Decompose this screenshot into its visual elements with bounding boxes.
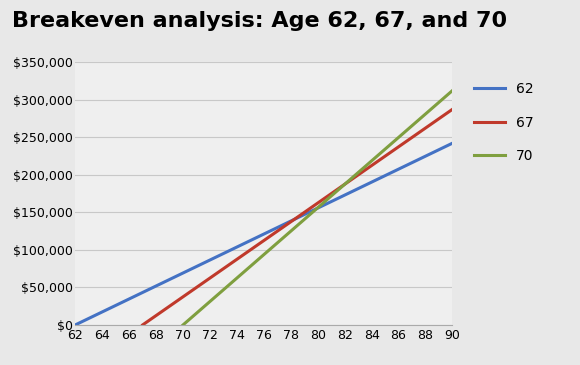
70 bbox=[247, 264, 254, 269]
67 bbox=[449, 107, 456, 112]
67 bbox=[139, 323, 146, 327]
67 bbox=[287, 220, 294, 224]
67 bbox=[260, 238, 267, 243]
70 bbox=[395, 135, 402, 140]
67 bbox=[206, 276, 213, 280]
70 bbox=[287, 229, 294, 233]
62 bbox=[408, 161, 415, 165]
67 bbox=[234, 257, 241, 261]
62 bbox=[85, 316, 92, 320]
70 bbox=[382, 147, 389, 151]
62 bbox=[395, 167, 402, 171]
62 bbox=[328, 199, 335, 204]
62 bbox=[449, 141, 456, 145]
70 bbox=[301, 217, 308, 222]
Legend: 62, 67, 70: 62, 67, 70 bbox=[474, 82, 534, 163]
Line: 70: 70 bbox=[183, 91, 452, 325]
Line: 67: 67 bbox=[143, 110, 452, 325]
62 bbox=[72, 323, 79, 327]
67 bbox=[274, 229, 281, 233]
62 bbox=[234, 245, 241, 249]
67 bbox=[354, 173, 362, 177]
67 bbox=[193, 285, 200, 289]
70 bbox=[260, 252, 267, 257]
67 bbox=[247, 248, 254, 252]
62 bbox=[436, 147, 443, 152]
62 bbox=[382, 173, 389, 178]
70 bbox=[449, 88, 456, 93]
62 bbox=[180, 271, 187, 275]
70 bbox=[341, 182, 348, 187]
70 bbox=[220, 288, 227, 292]
62 bbox=[206, 258, 213, 262]
62 bbox=[354, 187, 362, 191]
70 bbox=[408, 123, 415, 128]
67 bbox=[328, 192, 335, 196]
70 bbox=[180, 323, 187, 327]
62 bbox=[113, 303, 119, 308]
67 bbox=[408, 135, 415, 140]
70 bbox=[314, 205, 321, 210]
62 bbox=[193, 264, 200, 269]
62 bbox=[153, 284, 160, 288]
67 bbox=[341, 182, 348, 187]
62 bbox=[220, 251, 227, 255]
67 bbox=[220, 266, 227, 271]
70 bbox=[328, 194, 335, 198]
Line: 62: 62 bbox=[75, 143, 452, 325]
62 bbox=[368, 180, 375, 184]
62 bbox=[287, 219, 294, 223]
67 bbox=[382, 154, 389, 158]
67 bbox=[166, 304, 173, 308]
70 bbox=[234, 276, 241, 280]
70 bbox=[193, 311, 200, 315]
67 bbox=[301, 210, 308, 215]
62 bbox=[341, 193, 348, 197]
62 bbox=[314, 206, 321, 210]
67 bbox=[395, 145, 402, 149]
70 bbox=[354, 170, 362, 175]
70 bbox=[206, 299, 213, 304]
62 bbox=[99, 310, 106, 314]
67 bbox=[422, 126, 429, 130]
67 bbox=[180, 295, 187, 299]
70 bbox=[274, 241, 281, 245]
70 bbox=[368, 159, 375, 163]
62 bbox=[139, 290, 146, 295]
70 bbox=[422, 112, 429, 116]
Text: Breakeven analysis: Age 62, 67, and 70: Breakeven analysis: Age 62, 67, and 70 bbox=[12, 11, 507, 31]
67 bbox=[314, 201, 321, 205]
62 bbox=[274, 225, 281, 230]
67 bbox=[368, 164, 375, 168]
62 bbox=[260, 232, 267, 236]
62 bbox=[301, 212, 308, 217]
62 bbox=[166, 277, 173, 282]
62 bbox=[422, 154, 429, 158]
62 bbox=[247, 238, 254, 243]
67 bbox=[153, 313, 160, 318]
62 bbox=[126, 297, 133, 301]
70 bbox=[436, 100, 443, 104]
67 bbox=[436, 116, 443, 121]
